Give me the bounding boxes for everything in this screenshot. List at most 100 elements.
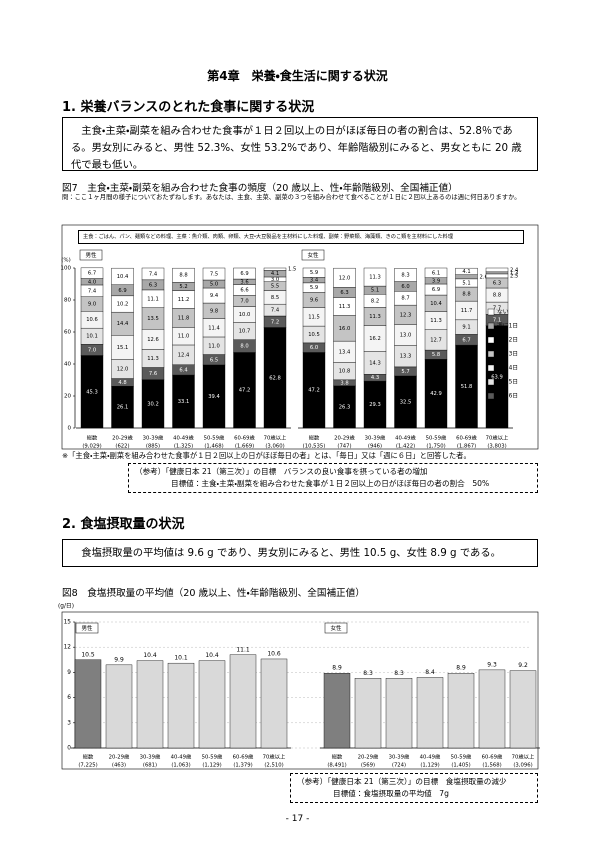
bar (136, 660, 164, 749)
n-label: (3,803) (487, 444, 506, 450)
data-label: 26.3 (339, 404, 351, 410)
data-label: 10.5 (308, 332, 320, 338)
bar-segment (394, 268, 417, 282)
data-label: 6.5 (210, 357, 218, 363)
data-label: 13.3 (400, 354, 412, 360)
data-label: 8.3 (363, 670, 373, 677)
legend-label: 週に4日 (497, 364, 518, 372)
x-tick-label: 30-39歳 (389, 753, 410, 761)
figure-title: 図7 主食・主菜・副菜を組み合わせた食事の頻度（20 歳以上、性・年齢階級別、全… (62, 183, 458, 194)
legend-label: 週に3日 (497, 350, 518, 358)
x-tick-label: 70歳以上 (263, 753, 286, 761)
data-label: 7.5 (210, 272, 218, 278)
data-label: 10.4 (117, 274, 129, 280)
n-label: (1,129) (420, 763, 439, 769)
n-label: (1,422) (396, 444, 415, 450)
panel-label-box (301, 249, 325, 261)
bar-segment (172, 267, 195, 283)
n-label: (569) (361, 763, 375, 769)
x-tick-label: 40-49歳 (171, 753, 192, 761)
data-label: 8.5 (271, 295, 279, 301)
data-label: 4.1 (462, 269, 470, 275)
x-tick-label: 40-49歳 (395, 434, 416, 442)
data-label: 3.9 (432, 278, 440, 284)
data-label: 30.2 (147, 401, 159, 407)
x-tick-label: 50-59歳 (204, 434, 225, 442)
x-tick-label: 総数 (309, 434, 320, 442)
y-tick-label: 40 (64, 362, 71, 368)
data-label: 6.3 (340, 290, 348, 296)
data-label: 6.3 (149, 282, 157, 288)
data-label: 13.5 (147, 316, 159, 322)
bar-segment (80, 267, 104, 279)
bar-segment (141, 267, 165, 281)
data-label: 10.5 (81, 651, 95, 658)
n-label: (8,491) (327, 763, 346, 769)
x-tick-label: 30-39歳 (365, 434, 386, 442)
data-label: 10.1 (174, 655, 188, 662)
data-label: 11.3 (369, 275, 381, 281)
data-label: 26.1 (117, 405, 129, 411)
data-label: 11.0 (178, 334, 190, 340)
data-label: 8.8 (493, 293, 501, 299)
data-label: 11.3 (147, 356, 159, 362)
bar (229, 654, 257, 749)
data-label: 4.3 (371, 375, 379, 381)
x-tick-label: 70歳以上 (486, 434, 509, 442)
data-label: 3.8 (340, 380, 348, 386)
x-tick-label: 20-29歳 (358, 753, 379, 761)
legend-swatch (487, 392, 495, 400)
n-label: (1,325) (174, 444, 193, 450)
data-label: 5.7 (401, 369, 409, 375)
data-label: 6.7 (462, 337, 470, 343)
y-tick-label: 3 (67, 720, 71, 726)
panel-label: 女性 (330, 624, 342, 632)
x-tick-label: 50-59歳 (426, 434, 447, 442)
y-tick-label: 100 (61, 266, 72, 272)
panel-label: 男性 (81, 624, 93, 632)
data-label: 12.3 (400, 312, 412, 318)
bar (354, 678, 382, 749)
n-label: (10,535) (303, 444, 326, 450)
data-label: 6.9 (118, 288, 126, 294)
data-label: 10.7 (239, 329, 251, 335)
legend-swatch (487, 350, 495, 358)
data-label: 12.0 (117, 366, 129, 372)
data-label: 8.8 (462, 292, 470, 298)
data-label: 7.1 (493, 318, 501, 324)
bar (447, 673, 475, 749)
data-label: 11.7 (461, 308, 473, 314)
n-label: (1,379) (233, 763, 252, 769)
chart-frame (61, 611, 539, 770)
n-label: (463) (112, 763, 126, 769)
data-label: 11.3 (369, 314, 381, 320)
n-label: (3,096) (513, 763, 532, 769)
data-label: 45.3 (86, 389, 98, 395)
data-label: 12.7 (430, 337, 442, 343)
y-axis-label: (g/日) (58, 603, 74, 610)
data-label: 6.9 (240, 271, 248, 277)
data-label: 5.5 (271, 284, 279, 290)
section-heading: 2. 食塩摂取量の状況 (62, 517, 185, 532)
data-label: 9.2 (518, 662, 528, 669)
n-label: (946) (368, 444, 382, 450)
data-label: 5.2 (179, 284, 187, 290)
legend-label: ない (497, 309, 509, 316)
data-label: 5.0 (210, 282, 218, 288)
data-label: 5.9 (310, 270, 318, 276)
legend-swatch (487, 336, 495, 344)
data-label: 8.0 (240, 344, 248, 350)
data-label: 10.0 (239, 312, 251, 318)
legend-swatch (487, 406, 495, 414)
data-label: 9.1 (462, 325, 470, 331)
data-label: 9.9 (114, 656, 124, 663)
data-label: 9.0 (88, 302, 96, 308)
data-label: 3.4 (310, 278, 319, 284)
reference-line: （参考）「健康日本 21（第三次）」の目標 食塩摂取量の減少 (297, 777, 507, 786)
bar (167, 662, 195, 749)
reference-line: 目標値：食塩摂取量の平均値 7g (333, 789, 449, 798)
n-label: (1,867) (457, 444, 476, 450)
data-label: 8.3 (394, 670, 404, 677)
panel-label: 男性 (85, 251, 97, 259)
